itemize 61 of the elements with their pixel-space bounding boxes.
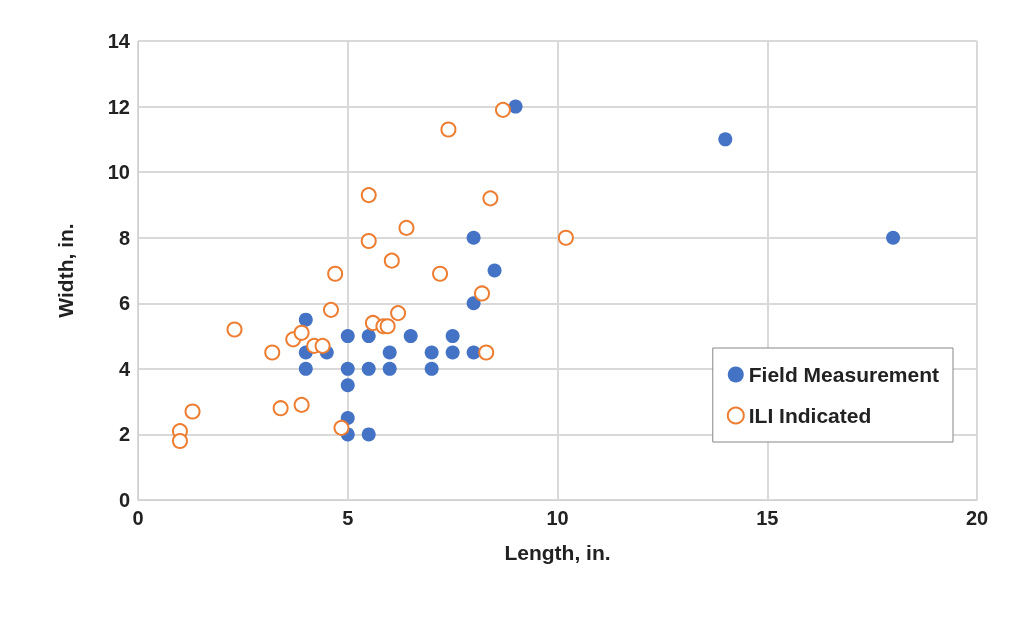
point [360,233,377,249]
point [298,312,313,327]
point [390,305,407,322]
point [327,265,344,282]
point [424,361,439,376]
point [383,252,400,269]
x-tick-label: 20 [965,507,989,529]
x-tick-label: 15 [756,507,779,529]
point [432,265,449,282]
point [264,344,281,361]
point [361,361,376,376]
x-tick-label: 10 [546,507,569,529]
point [886,230,901,245]
point [403,329,418,344]
point [382,361,397,376]
point [398,219,415,236]
y-tick-label: 10 [107,161,130,184]
point [293,324,310,341]
y-tick-label: 12 [107,95,130,118]
x-axis-title: Length, in. [504,541,611,564]
point [557,229,574,246]
point [171,432,188,449]
point [322,301,339,318]
point [466,296,481,311]
y-axis-title: Width, in. [54,223,77,318]
y-tick-label: 6 [118,292,130,315]
point [298,361,313,376]
point [340,361,355,376]
point [314,337,331,354]
y-tick-label: 8 [118,226,130,249]
point [445,345,460,360]
legend-label: Field Measurement [748,363,940,386]
point [508,99,523,114]
point [361,427,376,442]
point [474,285,490,302]
point [440,121,457,138]
point [379,318,396,335]
point [184,403,201,420]
point [382,345,397,360]
point [361,329,376,344]
point [360,187,377,204]
legend-label: ILI Indicated [748,404,872,427]
point [340,329,355,344]
y-tick-label: 0 [118,489,130,511]
point [718,132,733,147]
point [482,190,499,207]
point [272,400,289,417]
y-tick-label: 2 [118,423,130,446]
point [333,419,350,436]
x-tick-label: 5 [342,507,354,529]
y-tick-label: 4 [118,357,131,380]
point [478,344,495,361]
point [494,101,511,118]
point [445,329,460,344]
y-tick-label: 14 [107,30,131,52]
point [424,345,439,360]
point [487,263,502,278]
point [340,378,355,393]
point [226,321,243,338]
point [293,396,310,413]
point [466,230,481,245]
